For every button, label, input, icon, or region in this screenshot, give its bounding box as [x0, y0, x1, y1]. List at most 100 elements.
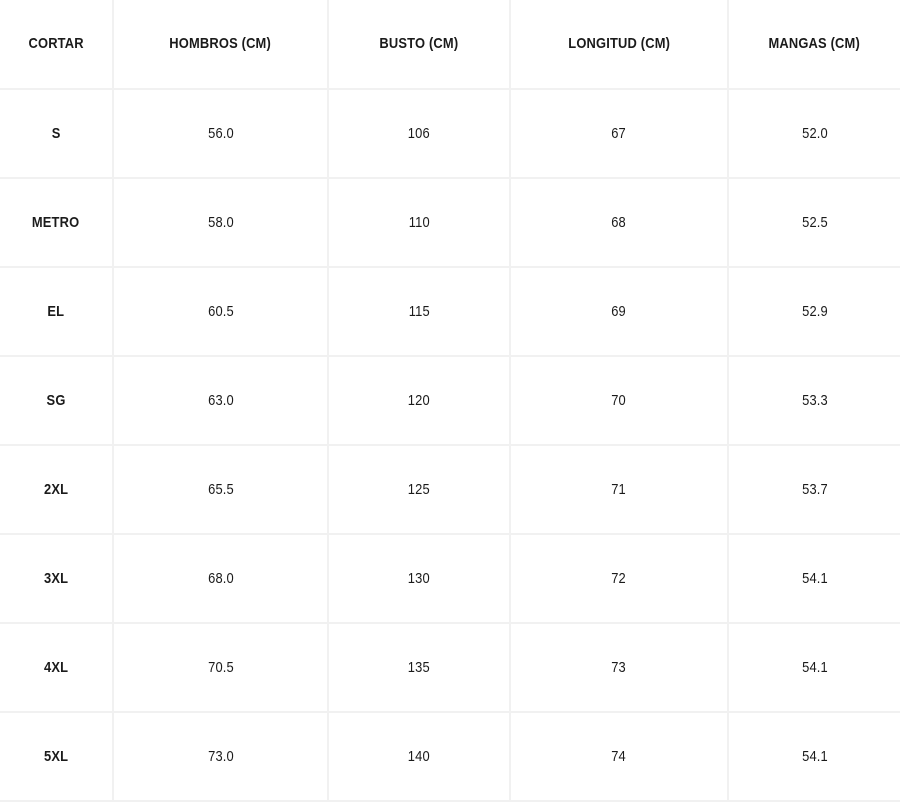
busto-cell: 125: [327, 444, 511, 535]
column-header-label: BUSTO (CM): [379, 35, 459, 52]
size-chart-header: CORTAR HOMBROS (CM) BUSTO (CM) LONGITUD …: [0, 0, 900, 90]
measurement-value: 106: [407, 124, 431, 142]
size-chart-body: S 56.0 106 67 52.0 METRO 58.0 110 68 52.…: [0, 88, 900, 802]
size-label: 2XL: [43, 480, 69, 498]
measurement-value: 54.1: [801, 569, 828, 587]
measurement-value: 110: [408, 213, 430, 231]
table-row-4xl: 4XL 70.5 135 73 54.1: [0, 622, 900, 713]
busto-cell: 110: [327, 177, 511, 268]
size-label-cell: S: [0, 88, 114, 179]
size-label: 3XL: [43, 569, 69, 587]
hombros-cell: 70.5: [112, 622, 329, 713]
mangas-cell: 54.1: [727, 711, 900, 802]
measurement-value: 70.5: [207, 658, 234, 676]
measurement-value: 74: [611, 747, 627, 765]
mangas-cell: 52.0: [727, 88, 900, 179]
column-header-label: MANGAS (CM): [768, 35, 861, 52]
longitud-cell: 73: [509, 622, 729, 713]
longitud-cell: 72: [509, 533, 729, 624]
table-row-3xl: 3XL 68.0 130 72 54.1: [0, 533, 900, 624]
hombros-cell: 56.0: [112, 88, 329, 179]
column-header-label: CORTAR: [28, 35, 84, 52]
column-header-cortar: CORTAR: [0, 0, 114, 90]
hombros-cell: 73.0: [112, 711, 329, 802]
table-row-s: S 56.0 106 67 52.0: [0, 88, 900, 179]
measurement-value: 70: [611, 391, 627, 409]
measurement-value: 120: [407, 391, 431, 409]
mangas-cell: 54.1: [727, 622, 900, 713]
measurement-value: 68: [611, 213, 627, 231]
size-label-cell: EL: [0, 266, 114, 357]
measurement-value: 69: [611, 302, 627, 320]
longitud-cell: 69: [509, 266, 729, 357]
longitud-cell: 68: [509, 177, 729, 268]
hombros-cell: 58.0: [112, 177, 329, 268]
measurement-value: 53.7: [801, 480, 828, 498]
size-label-cell: SG: [0, 355, 114, 446]
measurement-value: 53.3: [801, 391, 828, 409]
size-label: S: [51, 124, 61, 142]
busto-cell: 140: [327, 711, 511, 802]
mangas-cell: 52.5: [727, 177, 900, 268]
size-label: 5XL: [43, 747, 69, 765]
size-label-cell: 3XL: [0, 533, 114, 624]
measurement-value: 52.0: [801, 124, 828, 142]
column-header-longitud: LONGITUD (CM): [509, 0, 729, 90]
measurement-value: 68.0: [207, 569, 234, 587]
hombros-cell: 60.5: [112, 266, 329, 357]
longitud-cell: 67: [509, 88, 729, 179]
measurement-value: 54.1: [801, 747, 828, 765]
measurement-value: 56.0: [207, 124, 234, 142]
longitud-cell: 70: [509, 355, 729, 446]
measurement-value: 58.0: [207, 213, 234, 231]
size-label: SG: [46, 391, 66, 409]
column-header-hombros: HOMBROS (CM): [112, 0, 329, 90]
table-row-sg: SG 63.0 120 70 53.3: [0, 355, 900, 446]
measurement-value: 71: [611, 480, 627, 498]
measurement-value: 115: [408, 302, 430, 320]
column-header-label: HOMBROS (CM): [169, 35, 272, 52]
measurement-value: 73.0: [207, 747, 234, 765]
size-label: EL: [47, 302, 65, 320]
size-label: 4XL: [43, 658, 69, 676]
measurement-value: 67: [611, 124, 627, 142]
column-header-busto: BUSTO (CM): [327, 0, 511, 90]
measurement-value: 125: [407, 480, 431, 498]
size-label-cell: 4XL: [0, 622, 114, 713]
mangas-cell: 53.7: [727, 444, 900, 535]
table-row-2xl: 2XL 65.5 125 71 53.7: [0, 444, 900, 535]
measurement-value: 65.5: [207, 480, 234, 498]
column-header-mangas: MANGAS (CM): [727, 0, 900, 90]
hombros-cell: 68.0: [112, 533, 329, 624]
busto-cell: 135: [327, 622, 511, 713]
measurement-value: 54.1: [801, 658, 828, 676]
size-label: METRO: [32, 213, 80, 231]
busto-cell: 120: [327, 355, 511, 446]
size-label-cell: 2XL: [0, 444, 114, 535]
size-label-cell: 5XL: [0, 711, 114, 802]
table-row-5xl: 5XL 73.0 140 74 54.1: [0, 711, 900, 802]
table-row-el: EL 60.5 115 69 52.9: [0, 266, 900, 357]
measurement-value: 60.5: [207, 302, 234, 320]
hombros-cell: 63.0: [112, 355, 329, 446]
hombros-cell: 65.5: [112, 444, 329, 535]
measurement-value: 52.5: [801, 213, 828, 231]
busto-cell: 115: [327, 266, 511, 357]
measurement-value: 72: [611, 569, 627, 587]
measurement-value: 140: [407, 747, 431, 765]
measurement-value: 73: [611, 658, 627, 676]
measurement-value: 135: [407, 658, 431, 676]
measurement-value: 130: [407, 569, 431, 587]
size-label-cell: METRO: [0, 177, 114, 268]
mangas-cell: 53.3: [727, 355, 900, 446]
longitud-cell: 74: [509, 711, 729, 802]
busto-cell: 106: [327, 88, 511, 179]
column-header-label: LONGITUD (CM): [568, 35, 670, 52]
busto-cell: 130: [327, 533, 511, 624]
mangas-cell: 54.1: [727, 533, 900, 624]
longitud-cell: 71: [509, 444, 729, 535]
measurement-value: 63.0: [207, 391, 234, 409]
table-row-metro: METRO 58.0 110 68 52.5: [0, 177, 900, 268]
mangas-cell: 52.9: [727, 266, 900, 357]
